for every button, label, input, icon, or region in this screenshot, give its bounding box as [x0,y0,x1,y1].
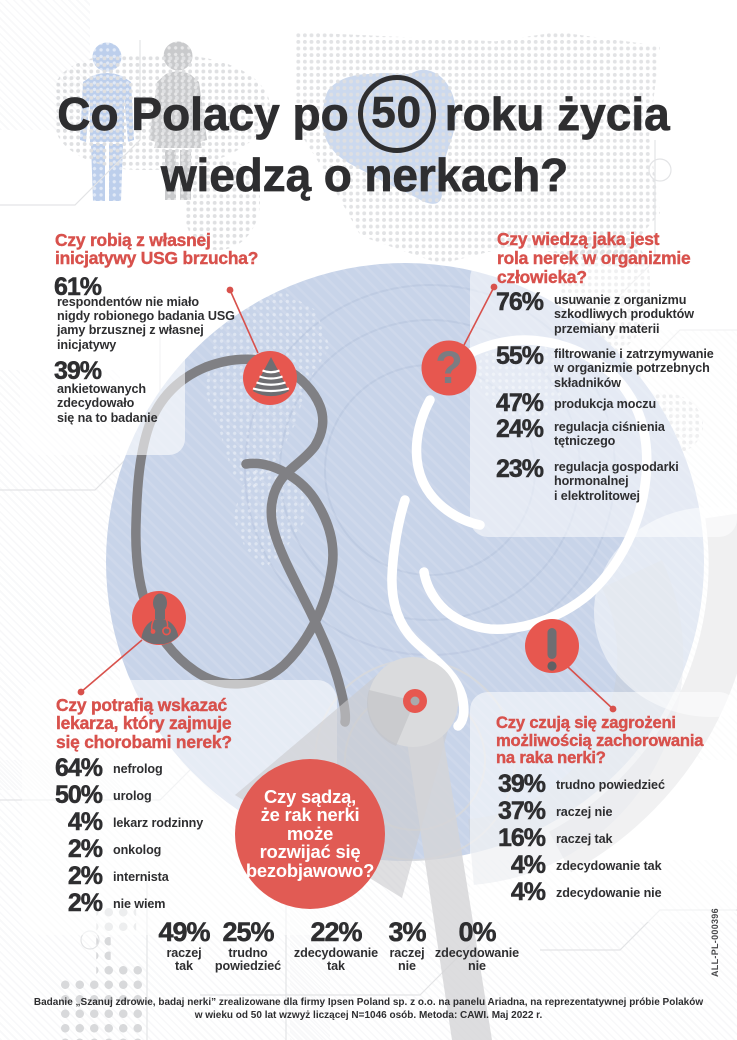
svg-text:?: ? [435,342,463,393]
